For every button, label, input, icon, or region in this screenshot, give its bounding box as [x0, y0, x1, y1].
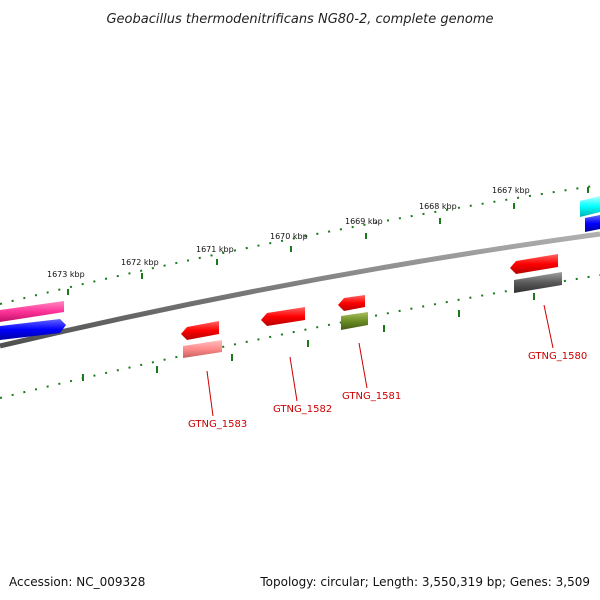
gtng-1581-olive-bar[interactable]: [341, 312, 368, 330]
topology-text: Topology: circular; Length: 3,550,319 bp…: [259, 575, 590, 589]
gene-gtng-1583[interactable]: GTNG_1583: [181, 321, 247, 430]
inner-tick-ring: [0, 274, 600, 399]
tick-1668: [439, 218, 441, 224]
gtng-1583-leader: [206, 370, 214, 417]
gtng-1583-cds-arrow[interactable]: [181, 321, 219, 340]
gtng-1580-leader: [543, 304, 554, 349]
blue-feature-right[interactable]: [585, 215, 600, 232]
inner-tick-g: [533, 293, 535, 300]
inner-tick-d: [307, 340, 309, 347]
tick-1669: [365, 233, 367, 239]
gtng-1580-label[interactable]: GTNG_1580: [528, 351, 587, 362]
tick-1673: [67, 289, 69, 295]
tick-label-1671: 1671 kbp: [196, 245, 234, 254]
gene-gtng-1580[interactable]: GTNG_1580: [510, 254, 587, 362]
gtng-1582-leader: [289, 356, 298, 402]
gtng-1582-cds-arrow[interactable]: [261, 307, 305, 326]
major-ticks: 1673 kbp 1672 kbp 1671 kbp 1670 kbp 1669…: [47, 186, 589, 295]
inner-tick-f: [458, 310, 460, 317]
gtng-1583-label[interactable]: GTNG_1583: [188, 419, 247, 430]
magenta-feature[interactable]: [0, 301, 64, 322]
blue-feature-left[interactable]: [0, 319, 66, 340]
tick-1666: [587, 187, 589, 193]
gtng-1581-label[interactable]: GTNG_1581: [342, 391, 401, 402]
inner-minor-ticks: [0, 274, 600, 399]
accession-text: Accession: NC_009328: [9, 575, 145, 589]
gene-gtng-1582[interactable]: GTNG_1582: [261, 307, 332, 415]
map-title: Geobacillus thermodenitrificans NG80-2, …: [106, 12, 493, 27]
tick-label-1667: 1667 kbp: [492, 186, 530, 195]
cyan-feature[interactable]: [580, 196, 600, 217]
tick-label-1672: 1672 kbp: [121, 258, 159, 267]
right-features: [580, 196, 600, 232]
inner-tick-c: [231, 354, 233, 361]
tick-1670: [290, 246, 292, 252]
tick-label-1668: 1668 kbp: [419, 202, 457, 211]
tick-label-1669: 1669 kbp: [345, 217, 383, 226]
gtng-1583-rna-bar[interactable]: [183, 340, 222, 358]
tick-1672: [141, 273, 143, 279]
tick-1671: [216, 259, 218, 265]
genome-backbone: [0, 231, 600, 349]
gene-gtng-1581[interactable]: GTNG_1581: [338, 295, 401, 402]
left-features: [0, 301, 66, 340]
gtng-1581-cds-arrow[interactable]: [338, 295, 365, 311]
gtng-1580-grey-bar[interactable]: [514, 272, 562, 293]
gtng-1582-label[interactable]: GTNG_1582: [273, 404, 332, 415]
tick-label-1673: 1673 kbp: [47, 270, 85, 279]
inner-tick-b: [156, 366, 158, 373]
tick-1667: [513, 203, 515, 209]
tick-label-1670: 1670 kbp: [270, 232, 308, 241]
gtng-1580-cds-arrow[interactable]: [510, 254, 558, 274]
inner-tick-a: [82, 374, 84, 381]
inner-tick-e: [383, 325, 385, 332]
gtng-1581-leader: [358, 342, 368, 389]
